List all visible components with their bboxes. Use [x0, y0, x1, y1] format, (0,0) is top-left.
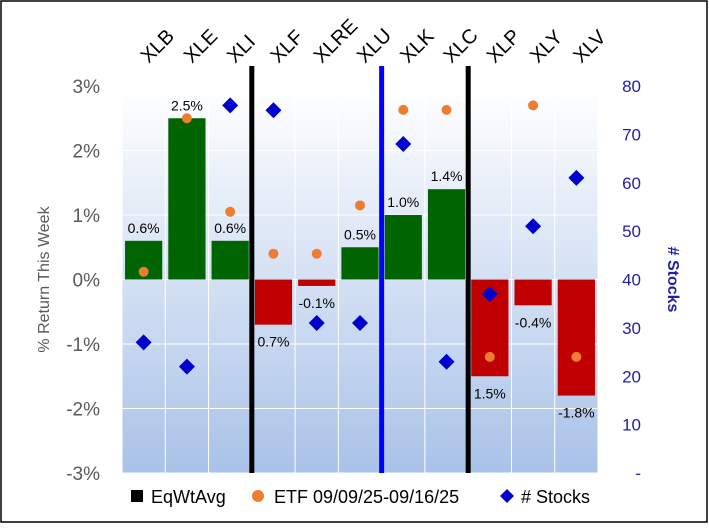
y-tick-label: 1%: [73, 206, 101, 227]
bar-xly: [514, 279, 552, 306]
data-label-xlk: 1.0%: [387, 194, 419, 210]
y-axis-title: % Return This Week: [36, 205, 53, 352]
stocks-point-xle: [178, 358, 195, 375]
data-label-xle: 2.5%: [171, 97, 203, 113]
bar-xlf: [254, 279, 293, 325]
data-label-xlu: 0.5%: [344, 226, 376, 242]
bar-xlk: [384, 215, 422, 280]
stocks-point-xlb: [135, 334, 152, 351]
y2-tick-label: 20: [622, 367, 641, 386]
stocks-point-xlu: [352, 315, 368, 332]
etf-point-xlu: [355, 200, 365, 211]
bar-xlre: [298, 279, 336, 286]
stocks-point-xlk: [395, 136, 412, 153]
etf-point-xly: [528, 100, 539, 111]
y2-axis-title: # Stocks: [664, 247, 681, 313]
data-label-xli: 0.6%: [214, 220, 246, 236]
y2-tick-label: 40: [622, 271, 641, 290]
stocks-point-xlre: [308, 315, 325, 332]
stocks-point-xli: [222, 97, 239, 114]
data-label-xlv: -1.8%: [558, 405, 595, 421]
y2-tick-label: 80: [622, 77, 641, 96]
bar-xlu: [341, 247, 379, 280]
legend-etf-marker: [252, 490, 264, 502]
bar-xli: [211, 240, 249, 280]
legend-etf-label: ETF 09/09/25-09/16/25: [274, 487, 459, 507]
legend-eqwtavg-marker: [131, 490, 143, 502]
y2-tick-label: 60: [622, 174, 641, 193]
data-label-xly: -0.4%: [515, 314, 552, 330]
bar-xlv: [557, 279, 595, 396]
data-label-xlp: 1.5%: [474, 385, 506, 401]
etf-point-xle: [181, 113, 192, 124]
y2-tick-label: 50: [622, 222, 641, 241]
etf-point-xlf: [268, 248, 279, 259]
y-tick-label: 0%: [73, 271, 101, 292]
legend-eqwtavg-label: EqWtAvg: [151, 487, 226, 507]
etf-point-xli: [225, 206, 236, 217]
y2-tick-label: -: [635, 464, 641, 483]
stocks-point-xlf: [265, 102, 282, 119]
stocks-point-xlv: [568, 169, 585, 186]
y2-tick-label: 70: [622, 125, 641, 144]
etf-point-xlc: [441, 104, 452, 115]
etf-point-xlb: [138, 266, 149, 277]
y-tick-label: -3%: [66, 464, 100, 485]
legend-stocks-marker: [500, 489, 514, 503]
y-tick-label: -1%: [66, 335, 100, 356]
stocks-point-xlp: [481, 286, 498, 303]
data-label-xlf: 0.7%: [257, 334, 289, 350]
y2-tick-label: 30: [622, 319, 641, 338]
y-tick-label: 3%: [73, 77, 101, 98]
stocks-point-xly: [525, 218, 542, 235]
bar-xle: [168, 118, 206, 280]
data-label-xlb: 0.6%: [128, 220, 160, 236]
etf-point-xlp: [484, 351, 495, 362]
etf-point-xlre: [311, 248, 322, 259]
y2-tick-label: 10: [622, 416, 641, 435]
data-label-xlre: -0.1%: [298, 295, 335, 311]
data-label-xlc: 1.4%: [431, 168, 463, 184]
y-tick-label: -2%: [66, 400, 100, 421]
stocks-point-xlc: [438, 353, 455, 370]
legend-stocks-label: # Stocks: [521, 487, 590, 507]
etf-point-xlk: [398, 104, 409, 115]
etf-point-xlv: [571, 351, 582, 362]
y-tick-label: 2%: [73, 142, 101, 163]
bar-xlc: [427, 189, 466, 280]
